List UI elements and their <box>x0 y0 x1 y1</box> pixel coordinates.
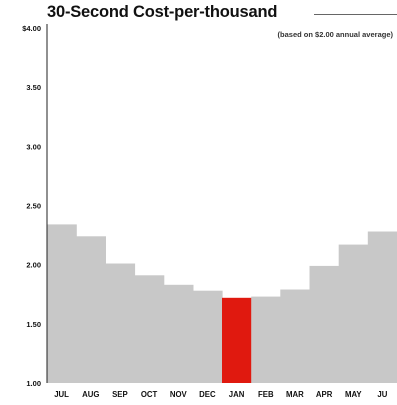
x-tick-label-aug: AUG <box>82 390 99 399</box>
chart-subtitle: (based on $2.00 annual average) <box>277 30 393 39</box>
y-axis: 1.00 1.50 2.00 2.50 3.00 3.50 $4.00 <box>22 24 48 388</box>
bar-aug <box>76 236 106 383</box>
x-tick-label-dec: DEC <box>199 390 216 399</box>
chart-title: 30-Second Cost-per-thousand <box>47 3 278 21</box>
x-tick-label-mar: MAR <box>286 390 304 399</box>
y-tick-label: 2.50 <box>26 202 41 211</box>
y-tick-label: 3.00 <box>26 142 41 151</box>
bar-ju <box>367 231 397 383</box>
bar-jan <box>222 297 252 383</box>
x-tick-label-jan: JAN <box>229 390 245 399</box>
bar-mar <box>280 289 311 383</box>
x-axis: JUL AUG SEP OCT NOV DEC JAN FEB MAR APR MAY JU <box>54 390 388 399</box>
x-tick-label-sep: SEP <box>112 390 128 399</box>
x-tick-label-ju: JU <box>377 390 387 399</box>
x-tick-label-nov: NOV <box>170 390 188 399</box>
bar-feb <box>251 296 281 383</box>
bar-apr <box>309 265 340 383</box>
bar-jul <box>47 224 77 383</box>
bar-may <box>338 244 369 383</box>
x-tick-label-apr: APR <box>316 390 333 399</box>
x-tick-label-jul: JUL <box>54 390 69 399</box>
y-tick-label: 1.00 <box>26 379 41 388</box>
bar-sep <box>105 263 136 383</box>
y-tick-label: 1.50 <box>26 320 41 329</box>
x-tick-label-feb: FEB <box>258 390 274 399</box>
y-tick-label: 2.00 <box>26 261 41 270</box>
bar-nov <box>163 284 194 383</box>
bars-group <box>47 224 397 383</box>
x-tick-label-may: MAY <box>345 390 362 399</box>
bar-oct <box>134 275 165 383</box>
x-tick-label-oct: OCT <box>141 390 158 399</box>
bar-dec <box>192 290 223 383</box>
y-tick-label: $4.00 <box>22 24 41 33</box>
title-rule <box>314 14 397 15</box>
y-tick-label: 3.50 <box>26 83 41 92</box>
